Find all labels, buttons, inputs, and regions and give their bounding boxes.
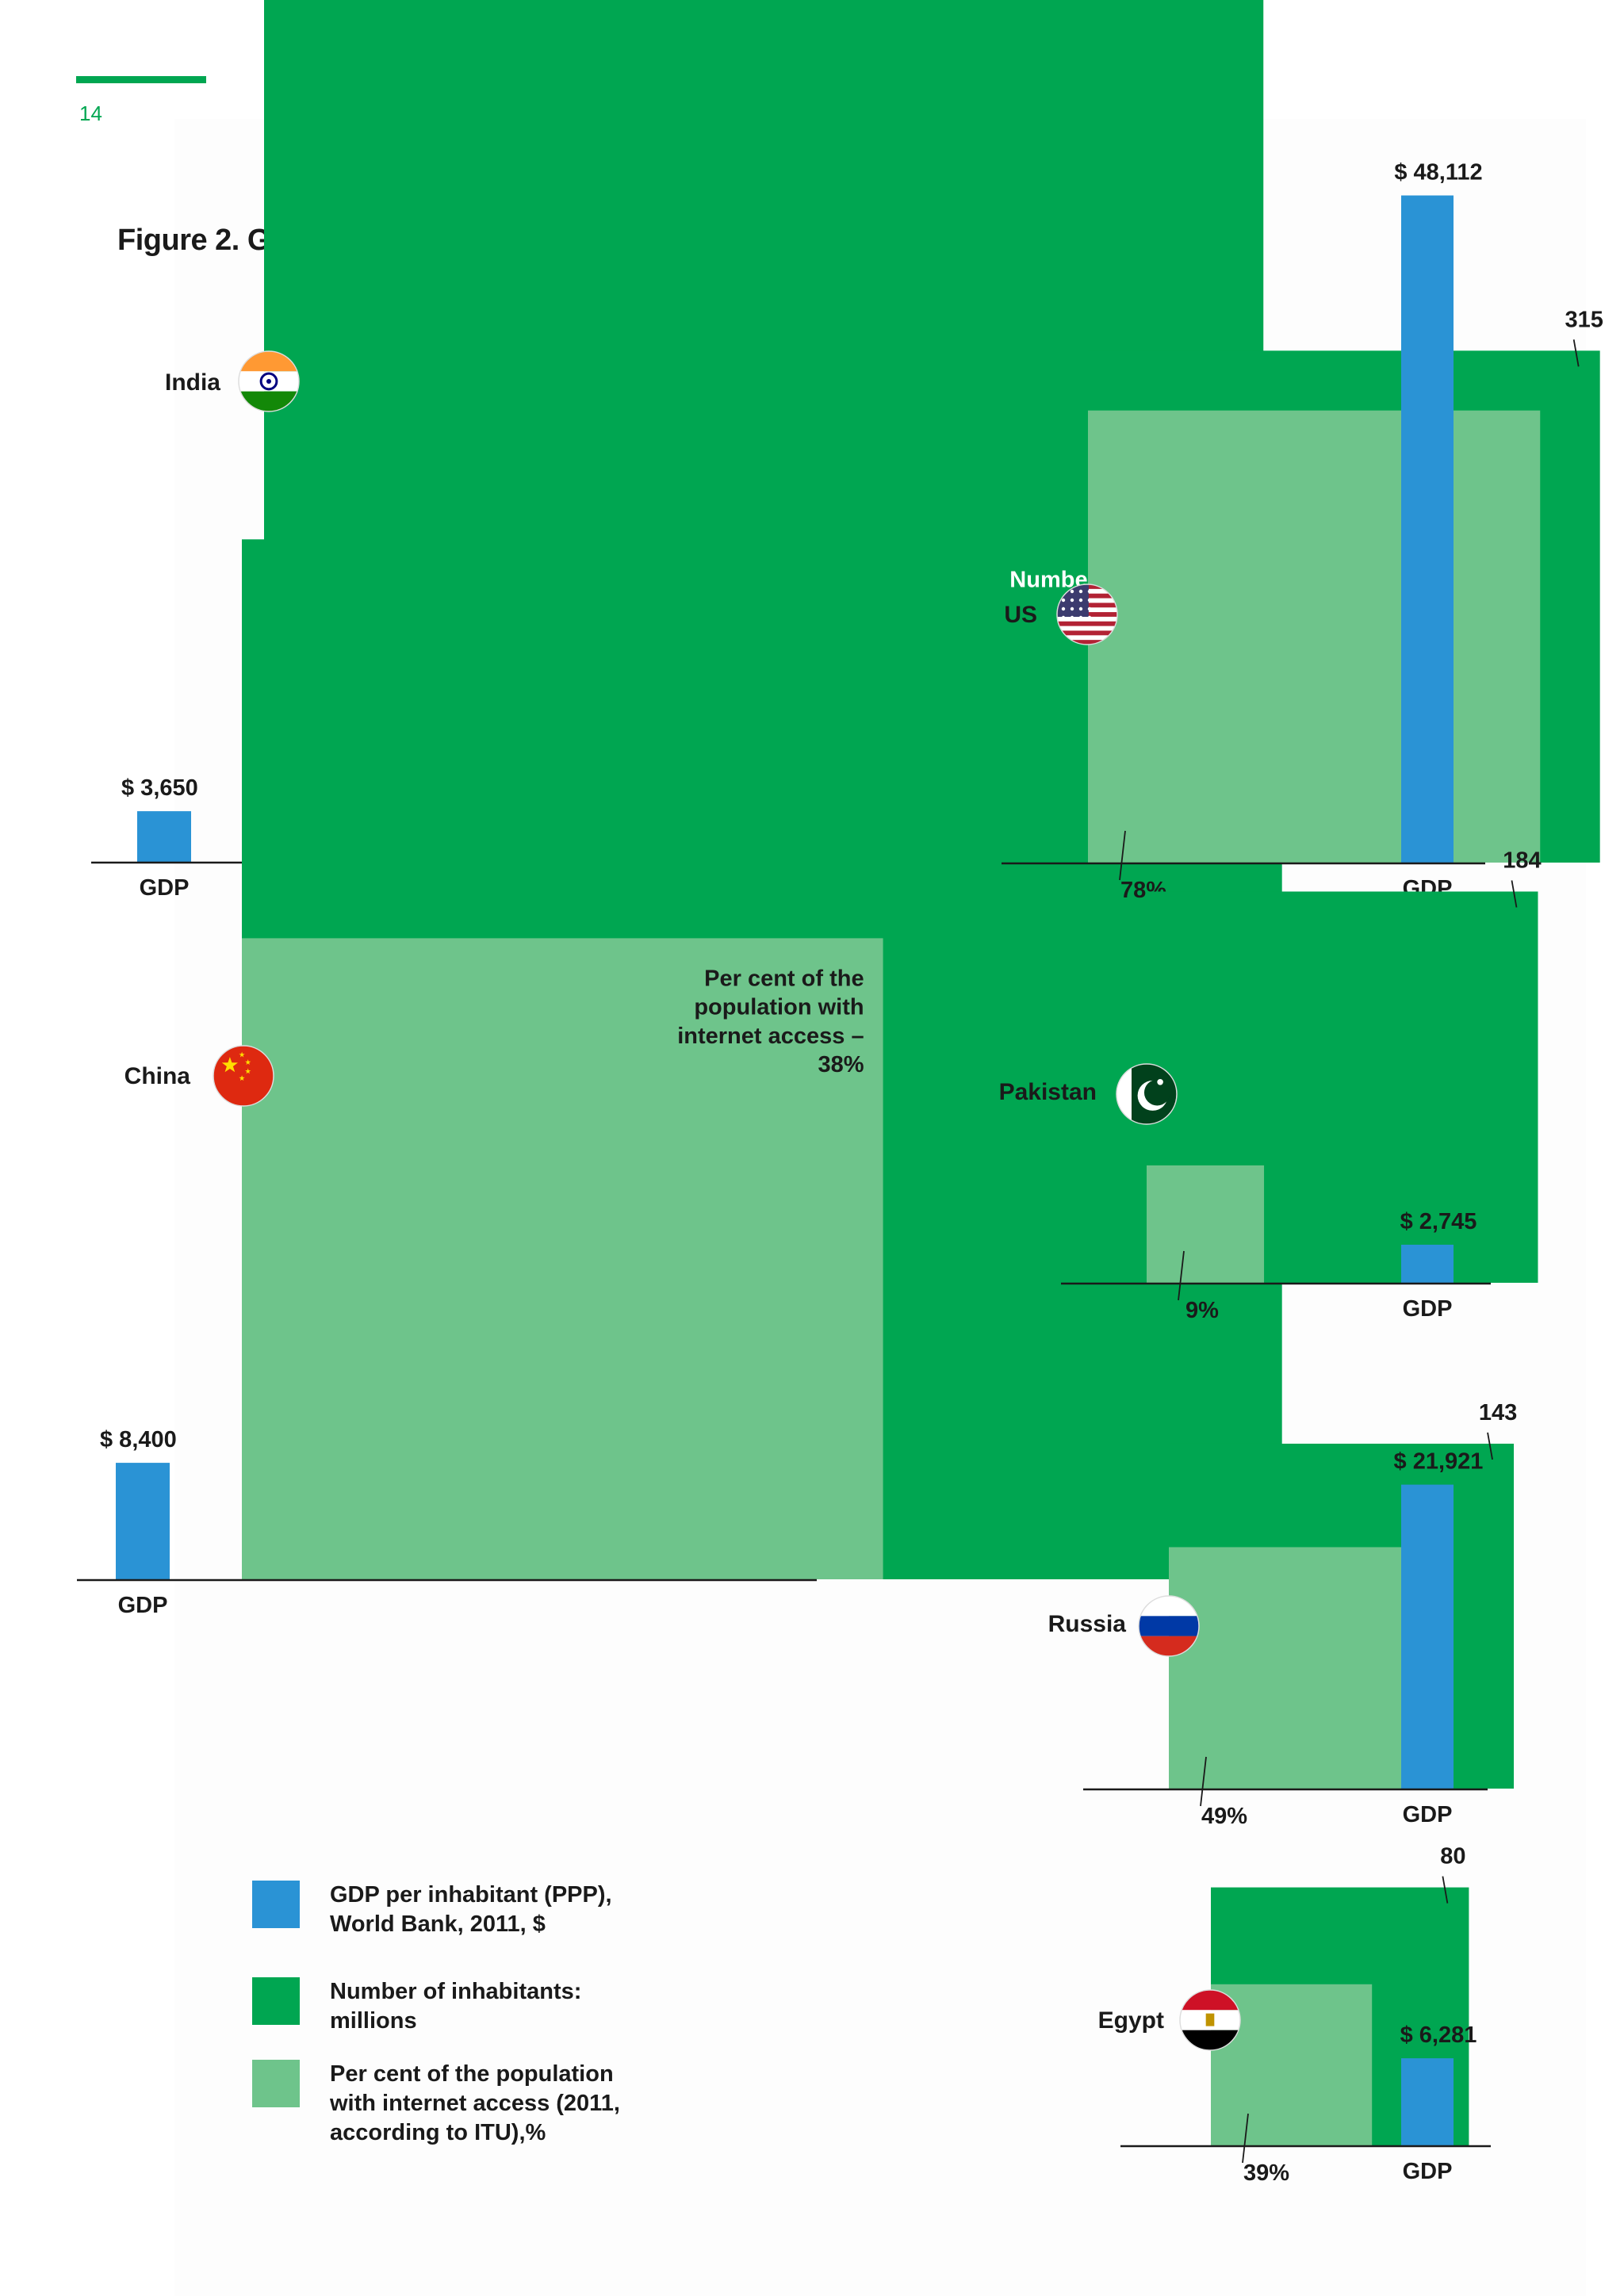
pakistan-gdp-value-label: $ 2,745	[1400, 1209, 1477, 1234]
legend-label: Number of inhabitants: millions	[330, 1979, 582, 2034]
pakistan-gdp-axis-label: GDP	[1403, 1296, 1453, 1322]
india-country-label: India	[165, 369, 220, 396]
legend-label: Per cent of the population with internet…	[330, 2061, 620, 2145]
us-population-label: 315	[1565, 307, 1603, 332]
pakistan-flag-icon	[1116, 1064, 1177, 1124]
page-number: 14	[79, 101, 102, 125]
legend-label: GDP per inhabitant (PPP), World Bank, 20…	[330, 1882, 612, 1937]
china-gdp-bar	[116, 1463, 170, 1579]
us-internet-bar	[1088, 410, 1541, 863]
china-internet-bar	[242, 938, 883, 1579]
egypt-gdp-bar	[1401, 2058, 1454, 2145]
india-gdp-bar	[137, 811, 191, 862]
china-gdp-axis-label: GDP	[118, 1593, 168, 1618]
pakistan-internet-bar	[1147, 1165, 1265, 1283]
india-gdp-value-label: $ 3,650	[121, 775, 198, 801]
legend-item: GDP per inhabitant (PPP), World Bank, 20…	[252, 1881, 612, 1939]
us-flag-icon-border	[1056, 584, 1118, 645]
us-flag-icon	[1057, 584, 1117, 645]
russia-gdp-value-label: $ 21,921	[1394, 1449, 1484, 1475]
us-population-tick	[1572, 339, 1580, 367]
legend-item: Per cent of the population with internet…	[252, 2060, 620, 2148]
egypt-gdp-axis-label: GDP	[1403, 2159, 1453, 2184]
us-gdp-value-label: $ 48,112	[1394, 160, 1482, 186]
egypt-population-tick	[1442, 1876, 1449, 1904]
us-country-label: US	[1004, 602, 1037, 628]
india-flag-icon-border	[238, 350, 300, 412]
egypt-gdp-value-label: $ 6,281	[1400, 2022, 1477, 2048]
china-flag-icon-border	[213, 1045, 274, 1107]
pakistan-internet-tick	[1178, 1250, 1185, 1301]
legend-swatch	[252, 2060, 300, 2107]
legend-swatch	[252, 1881, 300, 1928]
accent-bar	[76, 76, 206, 83]
russia-internet-label: 49%	[1201, 1804, 1247, 1829]
russia-gdp-bar	[1401, 1484, 1454, 1789]
pakistan-gdp-bar	[1401, 1244, 1454, 1283]
pakistan-flag-icon-border	[1116, 1063, 1178, 1125]
russia-country-label: Russia	[1048, 1611, 1127, 1637]
russia-population-label: 143	[1479, 1400, 1517, 1425]
china-flag-icon	[213, 1046, 274, 1106]
china-gdp-value-label: $ 8,400	[100, 1427, 177, 1452]
russia-internet-bar	[1169, 1547, 1411, 1789]
egypt-internet-tick	[1242, 2113, 1249, 2164]
russia-flag-icon-border	[1138, 1595, 1200, 1657]
pakistan-population-label: 184	[1503, 848, 1541, 874]
legend-swatch	[252, 1977, 300, 2025]
india-gdp-axis-label: GDP	[140, 875, 190, 901]
egypt-internet-label: 39%	[1243, 2160, 1289, 2186]
legend-item: Number of inhabitants: millions	[252, 1977, 581, 2036]
china-country-label: China	[124, 1063, 191, 1089]
egypt-population-label: 80	[1440, 1844, 1465, 1869]
pakistan-population-tick	[1511, 880, 1518, 908]
pakistan-internet-label: 9%	[1185, 1298, 1219, 1323]
egypt-flag-icon-border	[1179, 1989, 1241, 2051]
russia-gdp-axis-label: GDP	[1403, 1802, 1453, 1827]
india-flag-icon	[239, 351, 299, 411]
us-gdp-bar	[1401, 195, 1454, 863]
pakistan-country-label: Pakistan	[999, 1079, 1097, 1105]
china-internet-label: Per cent of the population with internet a…	[677, 966, 864, 1077]
us-internet-tick	[1119, 830, 1126, 881]
egypt-country-label: Egypt	[1098, 2007, 1164, 2034]
russia-population-tick	[1487, 1432, 1493, 1460]
russia-internet-tick	[1200, 1756, 1207, 1807]
